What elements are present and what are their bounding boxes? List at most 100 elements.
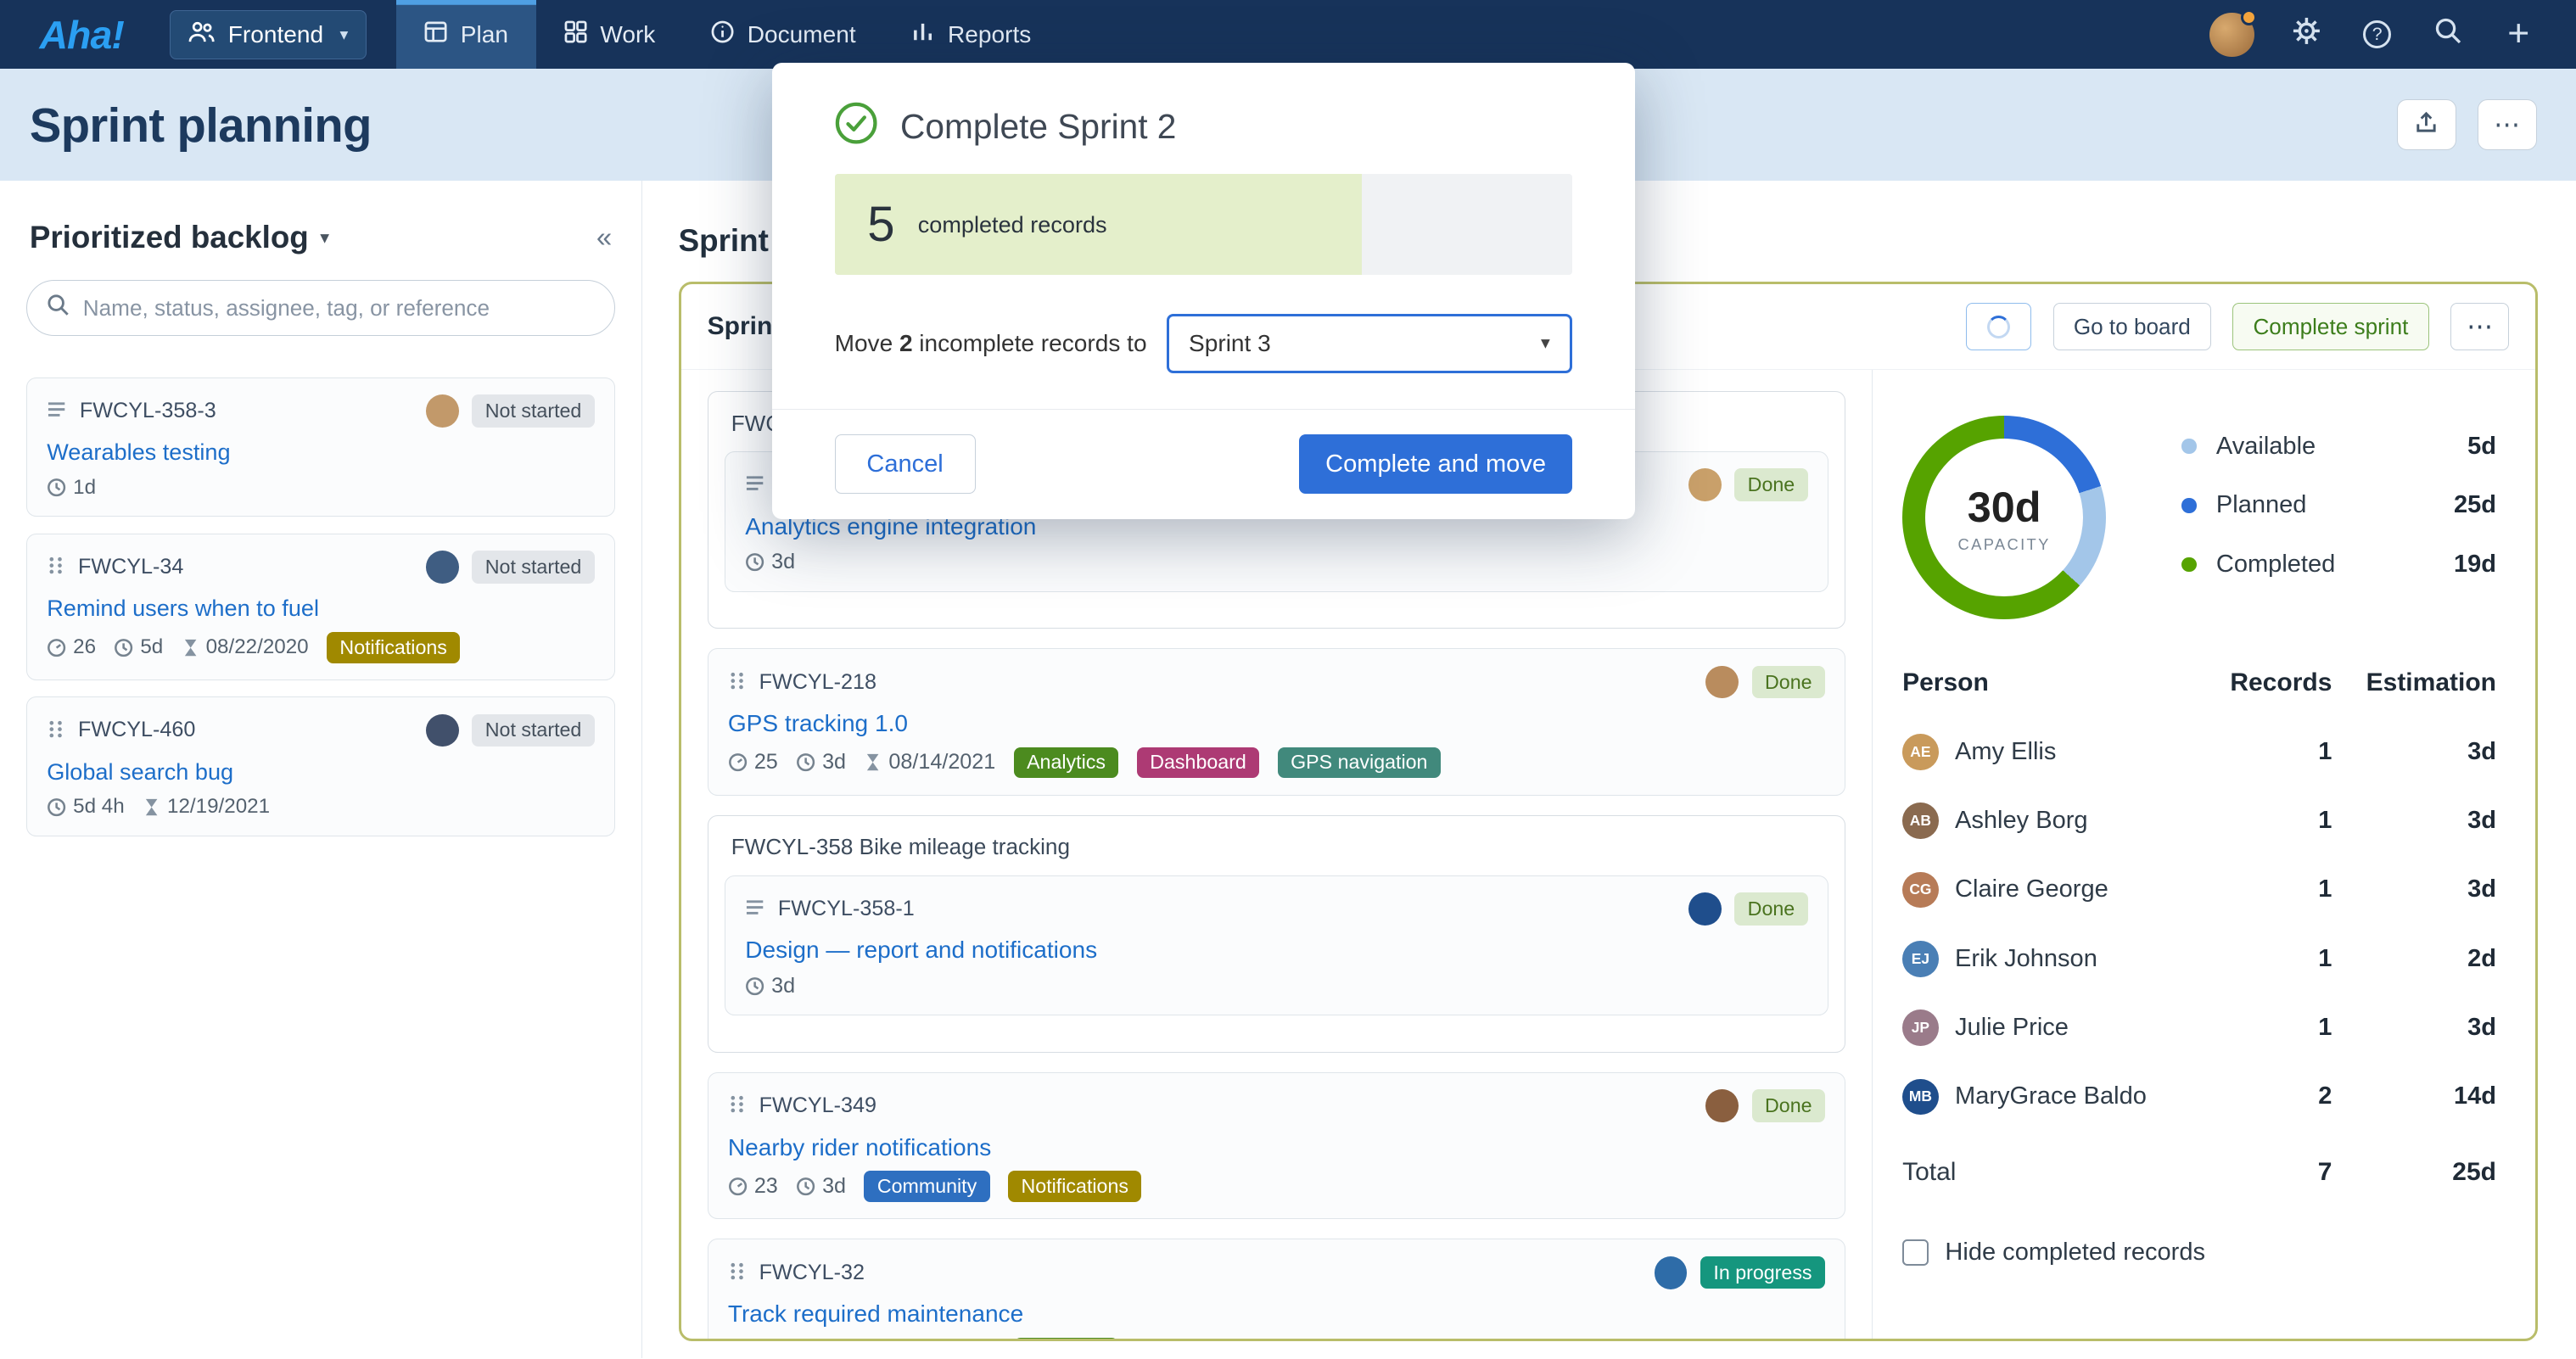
workspace-label: Frontend bbox=[227, 20, 324, 48]
reports-icon bbox=[911, 20, 934, 49]
assignee-avatar[interactable] bbox=[426, 713, 459, 747]
assignee-avatar[interactable] bbox=[426, 394, 459, 428]
person-row: MB MaryGrace Baldo 2 14d bbox=[1902, 1062, 2496, 1131]
sprint-record[interactable]: FWCYL-32 In progress Track required main… bbox=[707, 1239, 1846, 1339]
tag: Dashboard bbox=[1136, 747, 1260, 779]
feature-icon bbox=[728, 1091, 746, 1121]
capacity-label: CAPACITY bbox=[1957, 534, 2051, 553]
sprint-panel: Sprint Go to board Complete sprint ⋯ FWC bbox=[678, 282, 2539, 1342]
search-icon bbox=[47, 293, 70, 323]
person-name: Claire George bbox=[1955, 875, 2108, 903]
score-meta: 26 bbox=[47, 635, 96, 659]
time-icon bbox=[796, 752, 815, 772]
legend-planned: Planned 25d bbox=[2181, 491, 2496, 519]
person-name: Ashley Borg bbox=[1955, 807, 2088, 835]
search-button[interactable] bbox=[2430, 16, 2467, 53]
go-to-board-button[interactable]: Go to board bbox=[2052, 303, 2212, 351]
record-link[interactable]: Track required maintenance bbox=[727, 1300, 1024, 1328]
sprint-record[interactable]: FWCYL-358-1 Done Design — report and not… bbox=[724, 875, 1828, 1016]
status-badge: In progress bbox=[1700, 1256, 1826, 1289]
cancel-button[interactable]: Cancel bbox=[834, 434, 976, 495]
user-avatar[interactable] bbox=[2209, 8, 2258, 57]
tab-reports[interactable]: Reports bbox=[884, 0, 1060, 69]
assignee-avatar[interactable] bbox=[1705, 1089, 1739, 1123]
users-icon bbox=[188, 20, 215, 49]
people-table: Person Records Estimation AE Amy Ellis 1 … bbox=[1902, 668, 2496, 1202]
workspace-switcher[interactable]: Frontend ▾ bbox=[170, 9, 367, 59]
create-button[interactable]: + bbox=[2500, 15, 2537, 53]
person-estimation: 14d bbox=[2453, 1082, 2496, 1110]
settings-gear-button[interactable] bbox=[2288, 16, 2325, 53]
backlog-sidebar: Prioritized backlog ▾ « FWCYL-358-3 Not … bbox=[0, 180, 643, 1359]
aha-logo[interactable]: Aha! bbox=[39, 12, 124, 57]
estimate-meta: 5d 4h bbox=[47, 795, 125, 819]
backlog-card[interactable]: FWCYL-34 Not started Remind users when t… bbox=[25, 533, 616, 680]
search-input[interactable] bbox=[82, 294, 595, 322]
nav-right-actions: ? + bbox=[2209, 8, 2576, 57]
estimate-meta: 5d bbox=[114, 635, 163, 659]
assignee-avatar[interactable] bbox=[1688, 468, 1722, 501]
sprint-more-button[interactable]: ⋯ bbox=[2450, 303, 2510, 351]
move-target-select[interactable]: Sprint 3 ▾ bbox=[1166, 314, 1572, 373]
assignee-avatar[interactable] bbox=[1654, 1256, 1688, 1289]
tab-label: Reports bbox=[948, 20, 1032, 48]
person-row: JP Julie Price 1 3d bbox=[1902, 993, 2496, 1062]
nav-tabs: Plan Work Document Reports bbox=[396, 0, 1060, 70]
feature-icon bbox=[728, 1257, 746, 1288]
share-icon bbox=[2413, 109, 2439, 142]
estimation-header: Estimation bbox=[2366, 668, 2496, 697]
person-avatar: EJ bbox=[1902, 940, 1939, 977]
backlog-search[interactable] bbox=[25, 280, 616, 337]
assignee-avatar[interactable] bbox=[426, 551, 459, 584]
hide-completed-checkbox[interactable] bbox=[1902, 1239, 1929, 1267]
person-avatar: AE bbox=[1902, 734, 1939, 770]
tab-label: Document bbox=[747, 20, 856, 48]
sprint-records-list: FWC F Done Analytics engine integration bbox=[681, 370, 1873, 1339]
record-link[interactable]: Global search bug bbox=[47, 758, 234, 785]
tab-document[interactable]: Document bbox=[683, 0, 883, 69]
chevron-down-icon[interactable]: ▾ bbox=[320, 226, 329, 248]
record-ref: FWCYL-32 bbox=[759, 1260, 865, 1284]
select-chevron-icon: ▾ bbox=[1541, 333, 1550, 354]
record-link[interactable]: Nearby rider notifications bbox=[727, 1133, 992, 1160]
header-more-button[interactable]: ⋯ bbox=[2477, 99, 2537, 151]
person-name: MaryGrace Baldo bbox=[1955, 1082, 2147, 1110]
sprint-record[interactable]: FWCYL-349 Done Nearby rider notification… bbox=[707, 1071, 1846, 1220]
hide-completed-label[interactable]: Hide completed records bbox=[1945, 1239, 2205, 1267]
record-link[interactable]: Design — report and notifications bbox=[745, 937, 1098, 964]
score-meta: 25 bbox=[728, 750, 778, 775]
status-badge: Done bbox=[1734, 468, 1808, 501]
loading-spinner-button[interactable] bbox=[1966, 303, 2032, 351]
complete-sprint-button[interactable]: Complete sprint bbox=[2232, 303, 2429, 351]
complete-and-move-button[interactable]: Complete and move bbox=[1299, 434, 1572, 495]
total-row: Total 7 25d bbox=[1902, 1132, 2496, 1203]
record-link[interactable]: GPS tracking 1.0 bbox=[727, 709, 908, 736]
record-ref: FWCYL-358-3 bbox=[79, 398, 216, 422]
completed-count: 5 bbox=[867, 197, 895, 252]
person-avatar: CG bbox=[1902, 871, 1939, 909]
capacity-donut: 30d CAPACITY bbox=[1902, 416, 2107, 620]
sprint-main: Sprint Sprint Go to board Complete sprin… bbox=[642, 181, 2576, 1358]
sprint-record[interactable]: FWCYL-218 Done GPS tracking 1.0 25 3d 08… bbox=[707, 648, 1846, 796]
backlog-card[interactable]: FWCYL-460 Not started Global search bug … bbox=[25, 696, 616, 836]
gear-icon bbox=[2292, 16, 2321, 53]
status-badge: Not started bbox=[472, 394, 595, 428]
share-button[interactable] bbox=[2396, 99, 2456, 151]
capacity-panel: 30d CAPACITY Available 5d bbox=[1872, 370, 2535, 1339]
assignee-avatar[interactable] bbox=[1688, 892, 1722, 926]
tab-work[interactable]: Work bbox=[536, 0, 683, 69]
backlog-title[interactable]: Prioritized backlog bbox=[29, 220, 309, 255]
person-estimation: 3d bbox=[2467, 737, 2496, 765]
backlog-card[interactable]: FWCYL-358-3 Not started Wearables testin… bbox=[25, 377, 616, 517]
plan-icon bbox=[424, 20, 447, 49]
record-link[interactable]: Remind users when to fuel bbox=[47, 595, 319, 622]
estimate-meta: 3d bbox=[745, 550, 795, 574]
record-ref: FWCYL-218 bbox=[759, 669, 877, 694]
help-button[interactable]: ? bbox=[2359, 16, 2395, 53]
collapse-sidebar-button[interactable]: « bbox=[596, 221, 613, 254]
assignee-avatar[interactable] bbox=[1705, 665, 1739, 699]
total-records: 7 bbox=[2317, 1157, 2332, 1186]
person-estimation: 3d bbox=[2467, 807, 2496, 835]
record-link[interactable]: Wearables testing bbox=[47, 439, 231, 466]
tab-plan[interactable]: Plan bbox=[396, 0, 536, 70]
